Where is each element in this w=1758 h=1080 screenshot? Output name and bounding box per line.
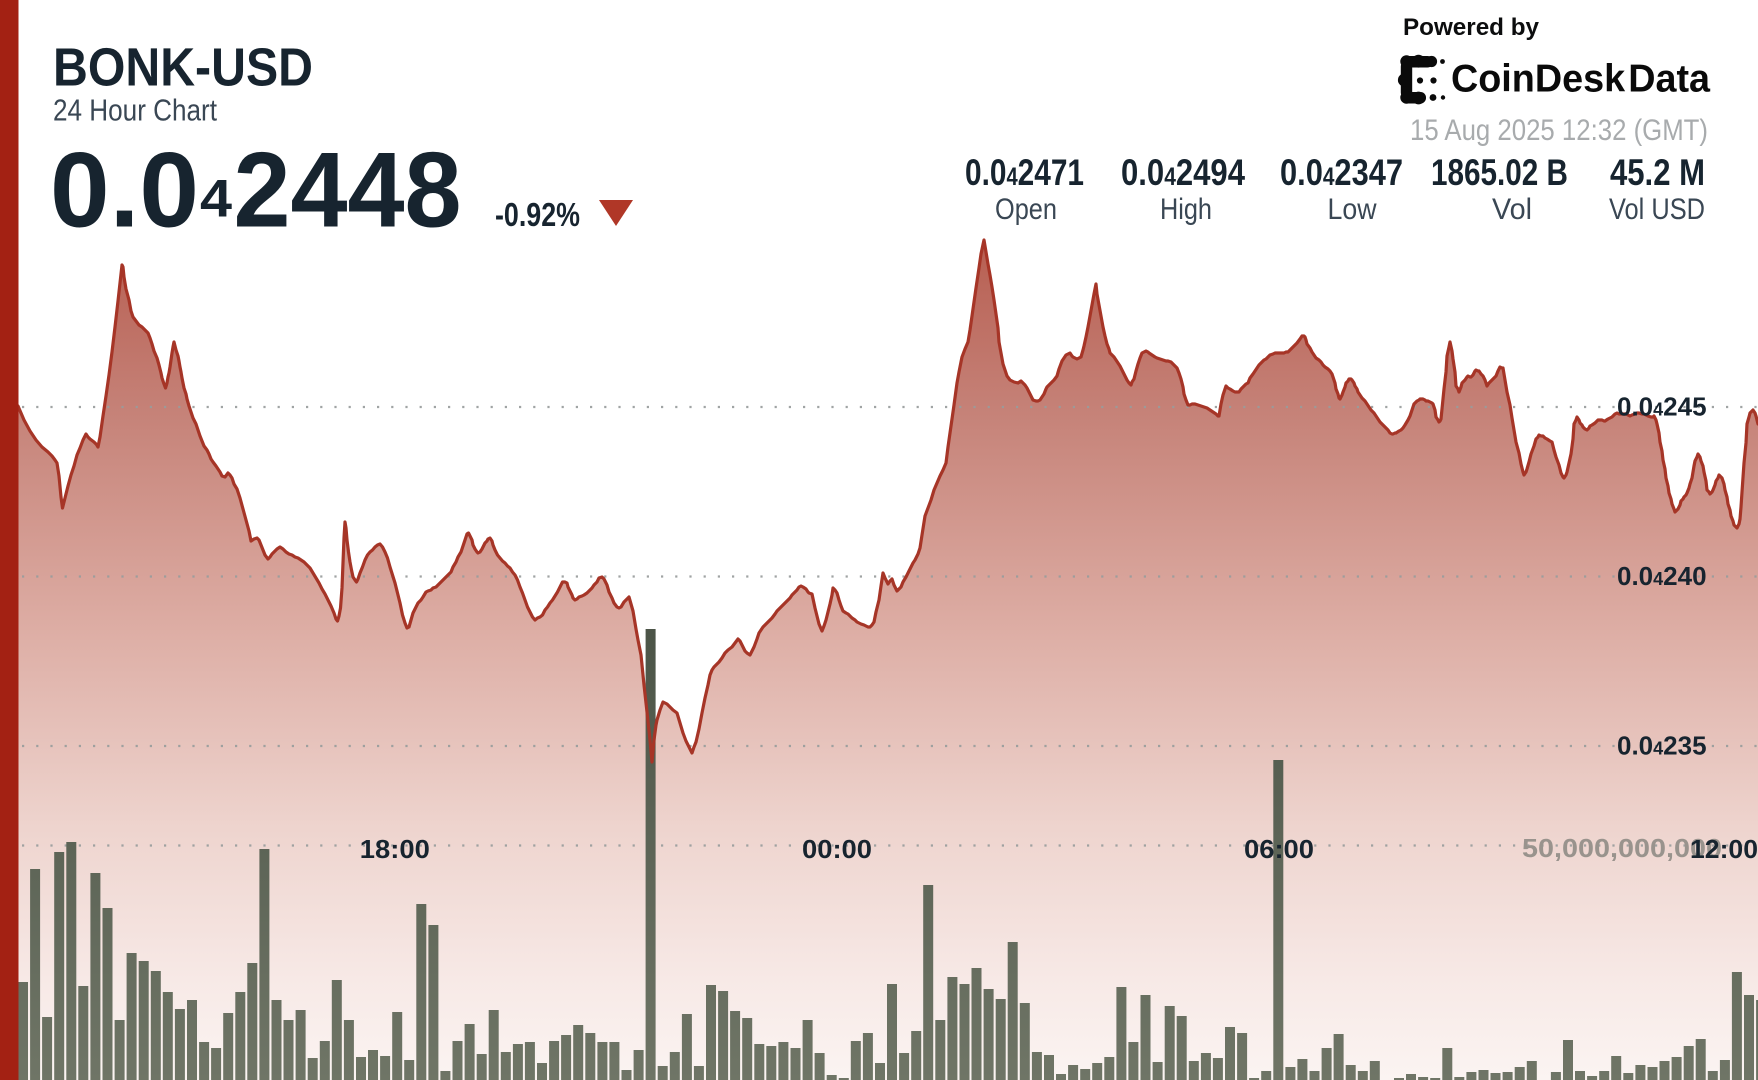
svg-text:0.042347: 0.042347	[1280, 152, 1403, 193]
svg-text:15 Aug 2025 12:32 (GMT): 15 Aug 2025 12:32 (GMT)	[1410, 114, 1708, 147]
svg-text:12:00: 12:00	[1690, 834, 1758, 864]
svg-text:1865.02 B: 1865.02 B	[1431, 152, 1568, 193]
svg-text:Vol: Vol	[1492, 193, 1532, 226]
svg-text:2448: 2448	[234, 130, 462, 250]
svg-text:High: High	[1160, 193, 1212, 226]
svg-text:0.042471: 0.042471	[965, 152, 1084, 193]
svg-text:Low: Low	[1328, 193, 1377, 226]
svg-text:Powered by: Powered by	[1403, 14, 1540, 41]
svg-text:0.0: 0.0	[50, 130, 199, 250]
svg-text:0.042494: 0.042494	[1121, 152, 1245, 193]
svg-text:18:00: 18:00	[360, 834, 430, 864]
svg-text:BONK-USD: BONK-USD	[53, 38, 313, 98]
svg-text:06:00: 06:00	[1244, 834, 1314, 864]
svg-text:Open: Open	[995, 193, 1057, 226]
svg-text:50,000,000,000: 50,000,000,000	[1522, 833, 1722, 863]
svg-text:CoinDesk Data: CoinDesk Data	[1451, 58, 1710, 101]
svg-text:4: 4	[200, 170, 233, 229]
svg-text:00:00: 00:00	[802, 834, 872, 864]
svg-text:Vol USD: Vol USD	[1609, 193, 1705, 226]
svg-text:0.04245: 0.04245	[1617, 392, 1707, 422]
svg-text:-0.92%: -0.92%	[495, 196, 580, 233]
svg-text:24 Hour Chart: 24 Hour Chart	[53, 93, 217, 128]
svg-text:45.2 M: 45.2 M	[1610, 152, 1705, 193]
